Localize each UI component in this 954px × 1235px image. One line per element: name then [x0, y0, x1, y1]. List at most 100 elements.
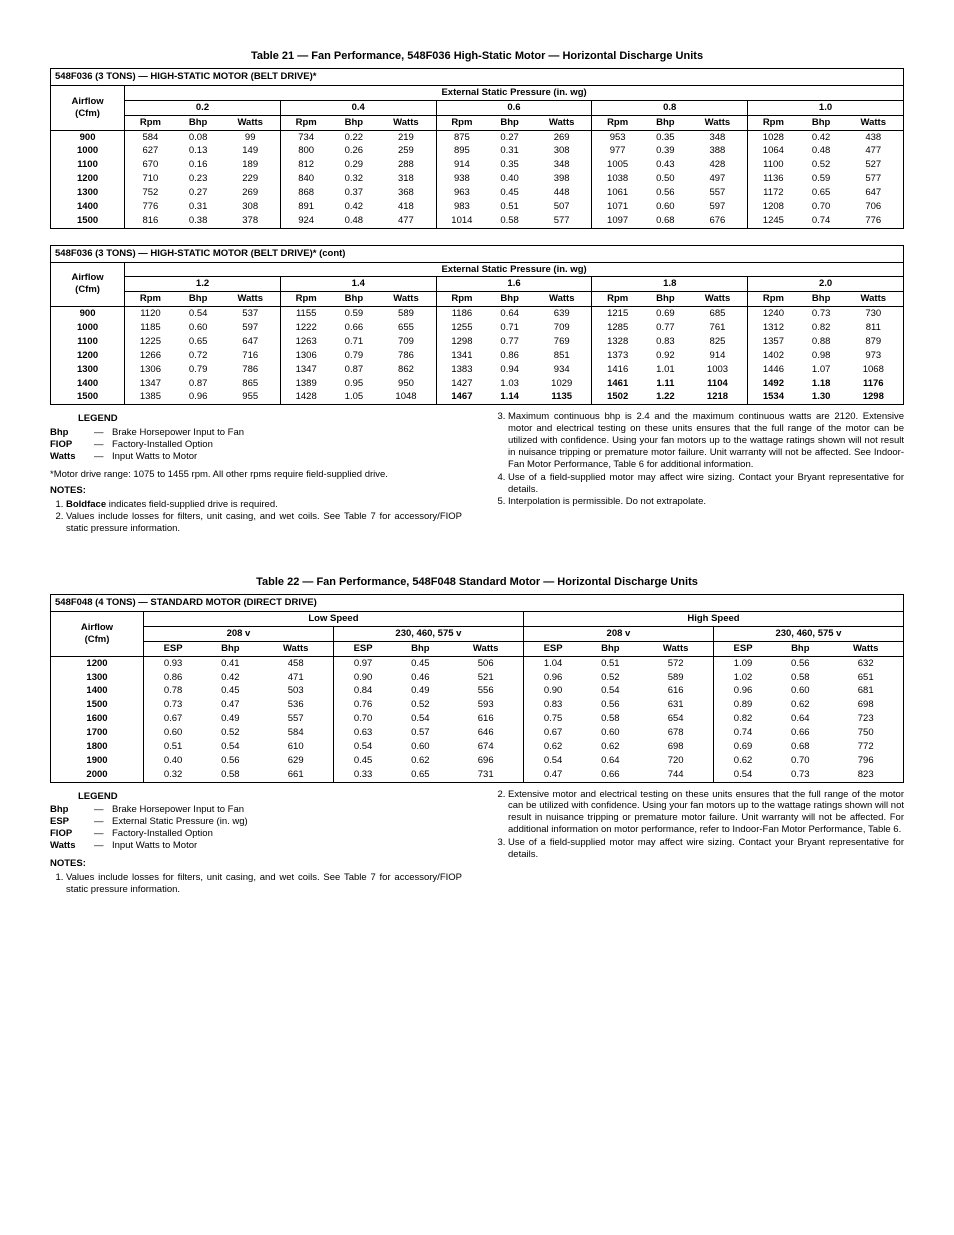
data-cell: 0.41 — [202, 656, 258, 670]
note-item: Use of a field-supplied motor may affect… — [508, 837, 904, 861]
note-item: Use of a field-supplied motor may affect… — [508, 472, 904, 496]
data-cell: 0.87 — [331, 363, 376, 377]
airflow-cell: 1000 — [51, 144, 125, 158]
airflow-cell: 1100 — [51, 158, 125, 172]
speed-header: High Speed — [523, 612, 903, 627]
subcol-header: ESP — [523, 641, 582, 656]
subcol-header: Bhp — [643, 292, 688, 307]
data-cell: 734 — [280, 130, 331, 144]
data-cell: 0.47 — [202, 698, 258, 712]
data-cell: 681 — [828, 684, 903, 698]
airflow-cell: 1400 — [51, 684, 144, 698]
data-cell: 938 — [436, 172, 487, 186]
data-cell: 0.42 — [202, 671, 258, 685]
subcol-header: Watts — [221, 115, 281, 130]
airflow-cell: 900 — [51, 307, 125, 321]
data-cell: 1028 — [748, 130, 799, 144]
data-cell: 914 — [436, 158, 487, 172]
data-cell: 0.60 — [143, 726, 202, 740]
data-cell: 0.58 — [487, 214, 532, 228]
data-cell: 269 — [532, 130, 592, 144]
data-cell: 448 — [532, 186, 592, 200]
data-cell: 1014 — [436, 214, 487, 228]
data-cell: 646 — [448, 726, 523, 740]
data-cell: 647 — [844, 186, 904, 200]
data-cell: 0.68 — [772, 740, 828, 754]
data-cell: 557 — [258, 712, 333, 726]
airflow-cell: 1000 — [51, 321, 125, 335]
table22-caption: 548F048 (4 TONS) — STANDARD MOTOR (DIREC… — [51, 595, 904, 612]
data-cell: 149 — [221, 144, 281, 158]
data-cell: 1100 — [748, 158, 799, 172]
data-cell: 0.79 — [176, 363, 221, 377]
data-cell: 1.02 — [713, 671, 772, 685]
data-cell: 1502 — [592, 390, 643, 404]
pressure-header: 0.4 — [280, 100, 436, 115]
airflow-cell: 1100 — [51, 335, 125, 349]
data-cell: 0.51 — [143, 740, 202, 754]
data-cell: 1.03 — [487, 377, 532, 391]
data-cell: 647 — [221, 335, 281, 349]
data-cell: 1176 — [844, 377, 904, 391]
data-cell: 977 — [592, 144, 643, 158]
subcol-header: Watts — [638, 641, 713, 656]
data-cell: 0.47 — [523, 768, 582, 782]
data-cell: 0.94 — [487, 363, 532, 377]
legend-item: ESP—External Static Pressure (in. wg) — [50, 816, 462, 828]
data-cell: 1.07 — [799, 363, 844, 377]
data-cell: 0.56 — [582, 698, 638, 712]
data-cell: 0.43 — [643, 158, 688, 172]
airflow-cell: 1200 — [51, 349, 125, 363]
subcol-header: Bhp — [176, 115, 221, 130]
data-cell: 0.49 — [392, 684, 448, 698]
airflow-cell: 1500 — [51, 214, 125, 228]
data-cell: 1.09 — [713, 656, 772, 670]
data-cell: 627 — [125, 144, 176, 158]
data-cell: 1208 — [748, 200, 799, 214]
notes-label: NOTES: — [50, 858, 462, 870]
data-cell: 0.77 — [487, 335, 532, 349]
data-cell: 0.59 — [331, 307, 376, 321]
data-cell: 0.50 — [643, 172, 688, 186]
pressure-header: 1.6 — [436, 277, 592, 292]
data-cell: 786 — [376, 349, 436, 363]
data-cell: 0.92 — [643, 349, 688, 363]
data-cell: 477 — [376, 214, 436, 228]
note-item: Interpolation is permissible. Do not ext… — [508, 496, 904, 508]
data-cell: 696 — [448, 754, 523, 768]
data-cell: 1341 — [436, 349, 487, 363]
table21-title: Table 21 — Fan Performance, 548F036 High… — [50, 50, 904, 62]
data-cell: 537 — [221, 307, 281, 321]
data-cell: 0.26 — [331, 144, 376, 158]
subcol-header: Bhp — [643, 115, 688, 130]
data-cell: 557 — [688, 186, 748, 200]
data-cell: 1104 — [688, 377, 748, 391]
data-cell: 1255 — [436, 321, 487, 335]
subcol-header: Bhp — [772, 641, 828, 656]
data-cell: 458 — [258, 656, 333, 670]
data-cell: 497 — [688, 172, 748, 186]
data-cell: 0.62 — [713, 754, 772, 768]
data-cell: 0.65 — [799, 186, 844, 200]
data-cell: 811 — [844, 321, 904, 335]
data-cell: 823 — [828, 768, 903, 782]
data-cell: 0.89 — [713, 698, 772, 712]
legend-item: FIOP—Factory-Installed Option — [50, 828, 462, 840]
table22-title: Table 22 — Fan Performance, 548F048 Stan… — [50, 576, 904, 588]
data-cell: 709 — [376, 335, 436, 349]
legend-item: Watts—Input Watts to Motor — [50, 840, 462, 852]
data-cell: 378 — [221, 214, 281, 228]
data-cell: 1312 — [748, 321, 799, 335]
subcol-header: Rpm — [436, 292, 487, 307]
data-cell: 1.01 — [643, 363, 688, 377]
airflow-cell: 1500 — [51, 698, 144, 712]
data-cell: 0.88 — [799, 335, 844, 349]
data-cell: 716 — [221, 349, 281, 363]
data-cell: 0.27 — [487, 130, 532, 144]
subcol-header: Watts — [532, 292, 592, 307]
data-cell: 0.60 — [772, 684, 828, 698]
subcol-header: Watts — [448, 641, 523, 656]
subcol-header: Watts — [688, 292, 748, 307]
data-cell: 0.08 — [176, 130, 221, 144]
data-cell: 678 — [638, 726, 713, 740]
